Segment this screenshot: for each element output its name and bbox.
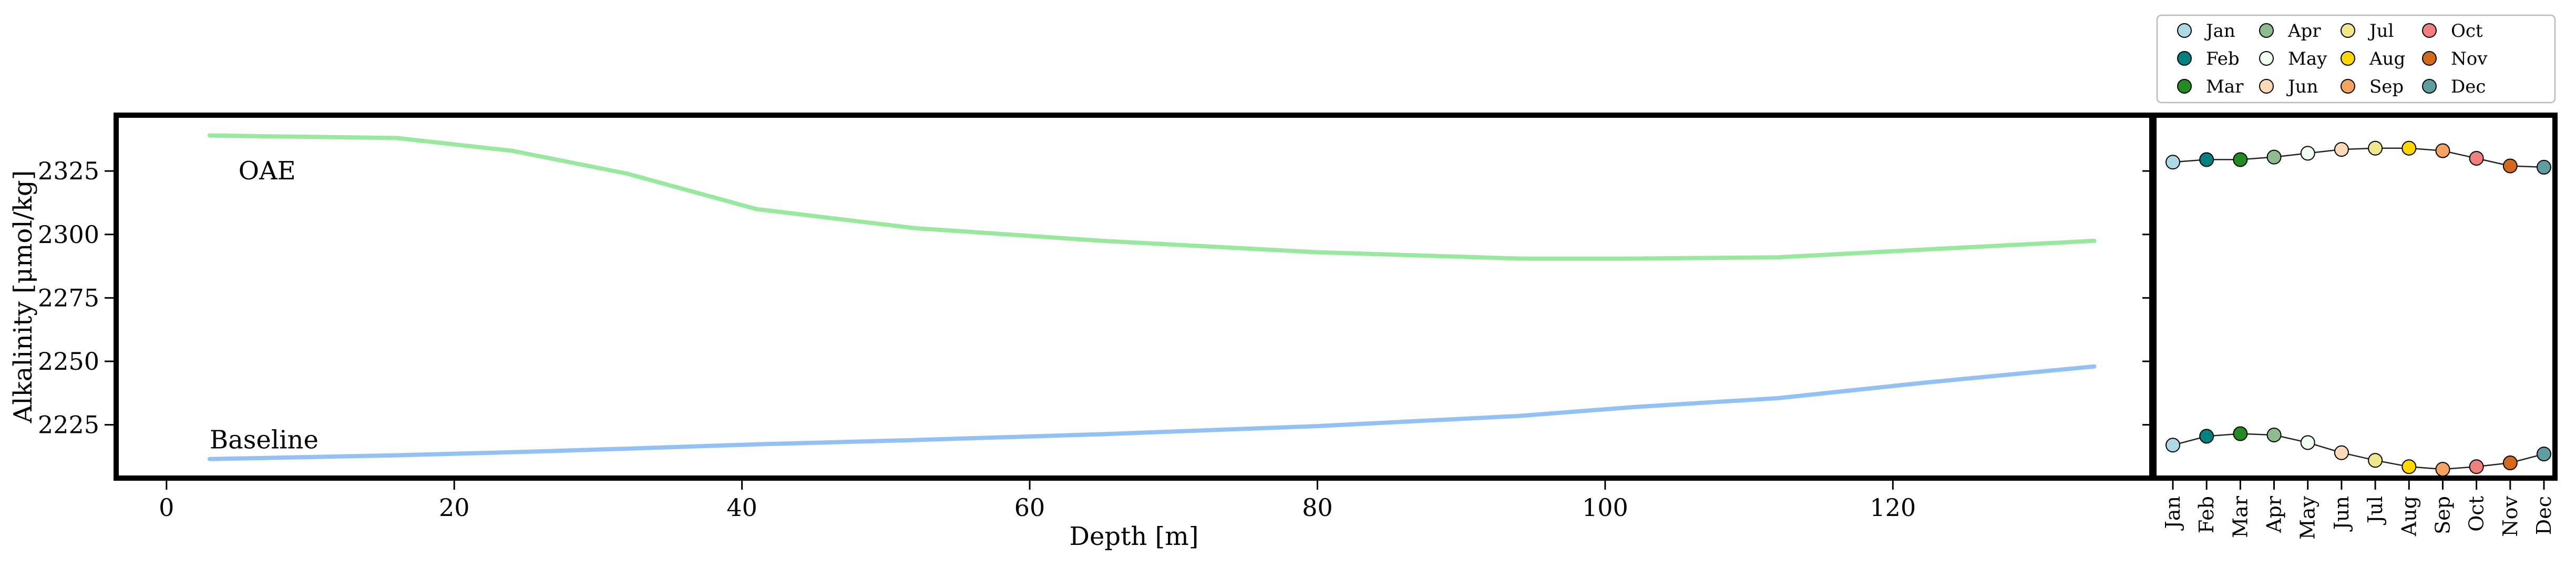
- monthly-point-oae-mar: [2233, 152, 2248, 167]
- month-tick-label: Jul: [2364, 496, 2387, 525]
- y-tick-label: 2225: [38, 411, 99, 439]
- monthly-point-oae-jun: [2334, 142, 2349, 157]
- legend-marker-jul: [2341, 23, 2355, 38]
- legend-label-aug: Aug: [2369, 48, 2405, 69]
- legend-label-dec: Dec: [2451, 76, 2486, 97]
- monthly-point-baseline-sep: [2435, 462, 2450, 477]
- month-tick-label: Dec: [2532, 496, 2556, 535]
- legend-marker-feb: [2177, 51, 2192, 66]
- legend-marker-jan: [2177, 23, 2192, 38]
- legend-label-mar: Mar: [2206, 76, 2244, 97]
- legend-label-jul: Jul: [2368, 21, 2394, 42]
- x-tick-label: 20: [439, 493, 470, 522]
- monthly-point-oae-apr: [2266, 149, 2282, 165]
- y-axis-label: Alkalinity [μmol/kg]: [8, 170, 38, 424]
- legend-label-sep: Sep: [2369, 76, 2404, 97]
- month-tick-label: Jun: [2330, 496, 2353, 532]
- legend-label-nov: Nov: [2451, 48, 2488, 69]
- x-tick-label: 0: [159, 493, 174, 522]
- monthly-panel: Jan Feb Mar Apr May Jun Jul Aug Sep Oct Nov Dec: [2142, 113, 2558, 540]
- legend-label-apr: Apr: [2287, 21, 2321, 42]
- legend-marker-may: [2259, 51, 2274, 66]
- month-tick-label: Aug: [2397, 496, 2420, 536]
- legend-marker-mar: [2177, 79, 2192, 94]
- month-tick-label: Feb: [2195, 496, 2218, 533]
- monthly-point-oae-may: [2300, 146, 2315, 161]
- legend-label-may: May: [2288, 48, 2327, 69]
- monthly-point-baseline-aug: [2401, 459, 2417, 474]
- legend-label-jun: Jun: [2286, 76, 2318, 97]
- monthly-point-oae-aug: [2401, 140, 2417, 156]
- depth-profile-panel: OAE Baseline 0 20 40 60 80 100 120 2225 2250 2275 23…: [38, 113, 2154, 522]
- y-tick-label: 2275: [38, 284, 99, 312]
- month-tick-label: Jan: [2161, 496, 2184, 531]
- monthly-point-baseline-oct: [2469, 459, 2484, 474]
- monthly-point-baseline-jul: [2368, 453, 2383, 468]
- legend-frame: [2156, 14, 2556, 104]
- monthly-line-oae: [2172, 147, 2544, 168]
- legend-label-jan: Jan: [2204, 21, 2235, 42]
- x-axis-label: Depth [m]: [1069, 522, 1198, 551]
- month-tick-label: May: [2296, 495, 2320, 540]
- monthly-point-baseline-mar: [2233, 426, 2248, 441]
- legend-marker-jun: [2259, 79, 2274, 94]
- month-tick-label: Sep: [2431, 496, 2454, 534]
- legend-marker-dec: [2422, 79, 2437, 94]
- series-line-baseline: [207, 364, 2097, 461]
- monthly-point-oae-dec: [2537, 159, 2551, 175]
- month-tick-label: Mar: [2229, 495, 2252, 538]
- monthly-point-oae-sep: [2435, 143, 2450, 158]
- annotation-baseline: Baseline: [210, 426, 319, 455]
- y-tick-label: 2300: [38, 220, 99, 249]
- monthly-point-baseline-may: [2300, 435, 2315, 450]
- legend-label-feb: Feb: [2206, 48, 2240, 69]
- legend-marker-nov: [2422, 51, 2437, 66]
- monthly-point-oae-oct: [2469, 151, 2484, 166]
- annotation-oae: OAE: [239, 156, 296, 186]
- legend-label-oct: Oct: [2451, 21, 2483, 42]
- monthly-point-baseline-jan: [2166, 438, 2180, 453]
- monthly-point-oae-jul: [2368, 140, 2383, 156]
- monthly-line-baseline: [2172, 433, 2544, 470]
- x-tick-label: 80: [1302, 493, 1333, 522]
- x-tick-label: 40: [726, 493, 757, 522]
- legend-marker-aug: [2341, 51, 2355, 66]
- month-tick-label: Apr: [2263, 495, 2286, 533]
- legend-marker-sep: [2341, 79, 2355, 94]
- month-tick-label: Nov: [2499, 495, 2522, 536]
- main-plot-frame: [114, 113, 2154, 481]
- monthly-point-oae-jan: [2166, 155, 2180, 170]
- monthly-point-oae-nov: [2502, 158, 2518, 174]
- y-tick-label: 2250: [38, 347, 99, 376]
- monthly-point-baseline-jun: [2334, 445, 2349, 460]
- x-tick-label: 60: [1014, 493, 1045, 522]
- monthly-point-baseline-dec: [2537, 447, 2551, 462]
- month-tick-label: Oct: [2465, 496, 2488, 532]
- y-tick-label: 2325: [38, 157, 99, 185]
- monthly-point-baseline-nov: [2502, 455, 2518, 471]
- legend-marker-apr: [2259, 23, 2274, 38]
- x-tick-label: 120: [1870, 493, 1916, 522]
- monthly-point-oae-feb: [2199, 152, 2214, 167]
- x-tick-label: 100: [1582, 493, 1628, 522]
- legend-marker-oct: [2422, 23, 2437, 38]
- monthly-point-baseline-feb: [2199, 429, 2214, 444]
- month-legend: Jan Feb Mar Apr May Jun Jul Aug Sep Oct Nov Dec: [2156, 14, 2556, 104]
- monthly-point-baseline-apr: [2266, 427, 2282, 442]
- side-plot-frame: [2151, 113, 2558, 481]
- series-line-oae: [207, 133, 2097, 261]
